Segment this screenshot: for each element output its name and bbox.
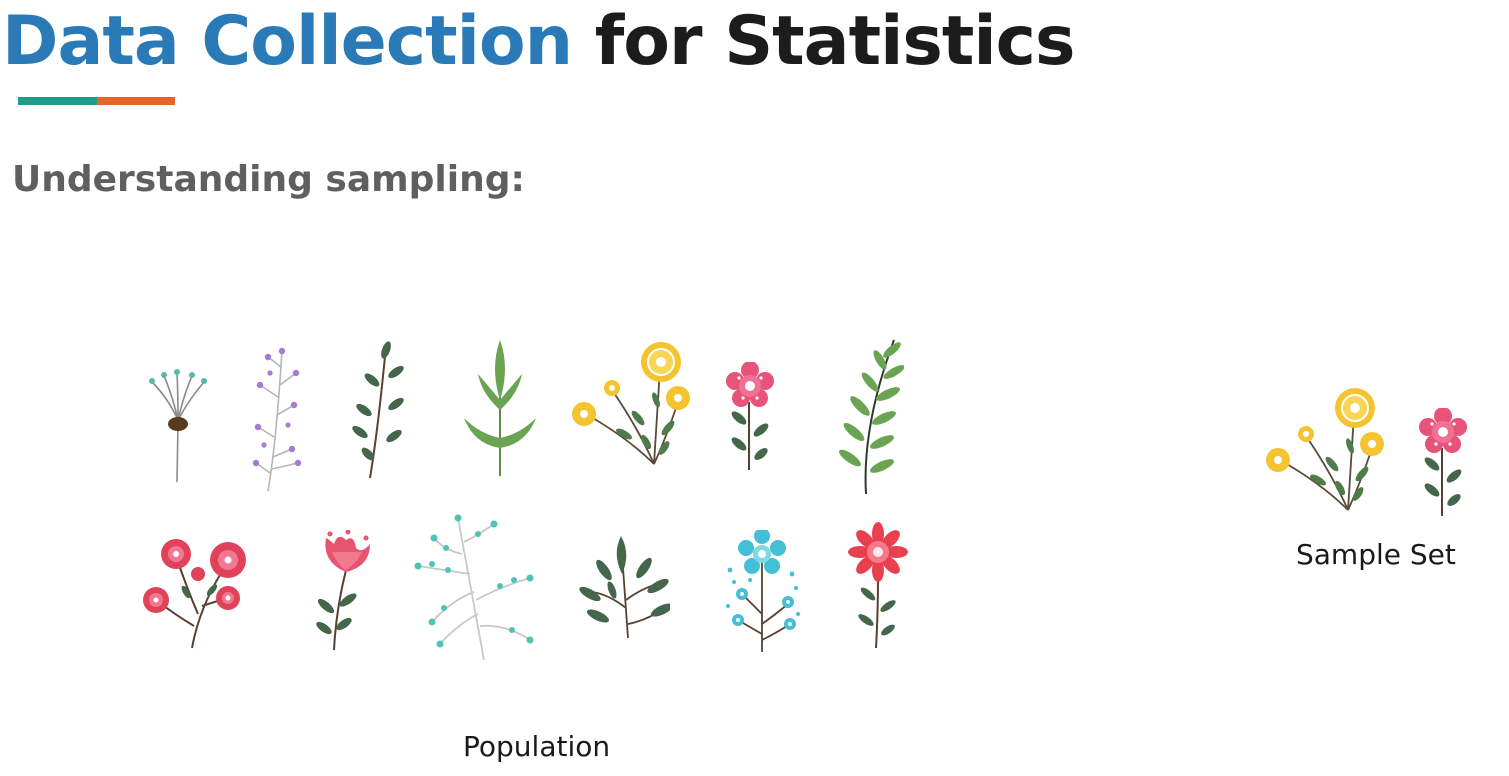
slide-title: Data Collection for Statistics [2, 2, 1076, 82]
slide-subtitle: Understanding sampling: [12, 159, 525, 200]
dark-leaf-branch-icon [350, 340, 410, 480]
sample-yellow-flower-bouquet-icon [1262, 384, 1390, 512]
sample-pink-flower-icon [1418, 408, 1468, 518]
red-tulip-icon [312, 530, 374, 652]
blue-flower-icon [722, 530, 802, 654]
pink-flower-icon [725, 362, 775, 472]
population-label: Population [463, 730, 611, 763]
green-leaf-sprig-icon [460, 338, 540, 478]
sample-set-label: Sample Set [1296, 538, 1456, 571]
title-highlight: Data Collection [2, 2, 573, 81]
purple-berry-branch-icon [250, 345, 308, 493]
leafy-sprig-icon [578, 534, 670, 640]
yellow-flower-bouquet-icon [568, 338, 696, 466]
title-underline-teal [18, 97, 97, 105]
red-daisy-icon [846, 522, 910, 650]
teal-berry-branch-icon [414, 514, 538, 662]
title-rest: for Statistics [572, 2, 1076, 81]
dandelion-stem-icon [146, 368, 210, 486]
fern-frond-icon [832, 336, 904, 496]
red-flower-cluster-icon [140, 534, 252, 650]
title-underline-orange [97, 97, 175, 105]
